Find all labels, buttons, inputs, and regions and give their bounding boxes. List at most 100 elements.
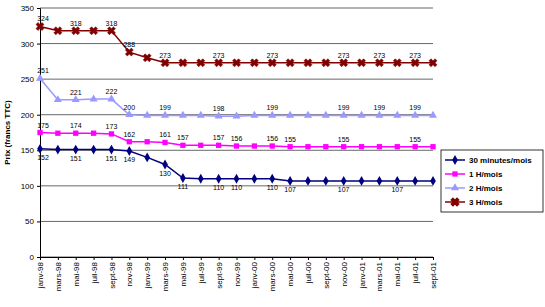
y-tick-label: 250: [21, 75, 35, 84]
x-tick: sept-99: [215, 257, 224, 289]
data-label: 157: [177, 134, 189, 141]
series-marker: [37, 130, 42, 135]
series-marker: [359, 176, 365, 186]
data-label: 107: [338, 186, 350, 193]
grid-line: [40, 8, 433, 9]
series-marker: [234, 174, 240, 184]
data-label: 200: [123, 104, 135, 111]
x-tick-mark: [111, 257, 112, 260]
x-tick-mark: [58, 257, 59, 260]
series-marker: [412, 176, 418, 186]
series-marker: [305, 144, 310, 149]
series-marker: [323, 144, 328, 149]
x-tick-label: janv-99: [143, 261, 152, 289]
series-marker: [73, 131, 78, 136]
y-tick-label: 150: [21, 146, 35, 155]
x-tick: juil-00: [304, 257, 313, 284]
series-marker: [91, 131, 96, 136]
x-tick-label: mars-98: [54, 261, 63, 291]
data-label: 273: [213, 52, 225, 59]
series-marker: [126, 146, 132, 156]
legend-marker: [449, 196, 461, 208]
x-tick-mark: [76, 257, 77, 260]
x-tick-mark: [165, 257, 166, 260]
legend-box: [441, 150, 543, 212]
series-marker: [250, 111, 258, 118]
x-tick-label: sept-00: [322, 261, 331, 288]
series-marker: [162, 140, 167, 145]
series-marker: [145, 139, 150, 144]
data-label: 318: [70, 20, 82, 27]
series-marker: [252, 174, 258, 184]
x-tick-mark: [219, 257, 220, 260]
series-marker: [144, 152, 150, 162]
series-marker: [284, 57, 296, 69]
series-marker: [430, 176, 436, 186]
series-marker: [268, 111, 276, 118]
y-tick: 300: [21, 40, 40, 49]
data-label: 273: [409, 52, 421, 59]
series-marker: [395, 144, 400, 149]
y-tick-mark: [37, 115, 40, 116]
series-marker: [109, 131, 114, 136]
x-tick-mark: [433, 257, 434, 260]
x-tick-mark: [94, 257, 95, 260]
data-label: 173: [106, 123, 118, 130]
x-tick-mark: [290, 257, 291, 260]
x-tick-mark: [129, 257, 130, 260]
data-label: 155: [284, 136, 296, 143]
data-label: 199: [266, 104, 278, 111]
x-tick-mark: [201, 257, 202, 260]
x-tick-label: mars-99: [161, 261, 170, 291]
x-tick: juil-98: [90, 257, 99, 284]
series-marker: [377, 144, 382, 149]
x-tick-label: mars-01: [375, 261, 384, 291]
x-tick-mark: [344, 257, 345, 260]
x-tick: nov-00: [340, 257, 349, 286]
y-tick: 350: [21, 4, 40, 13]
series-marker: [341, 176, 347, 186]
data-label: 273: [374, 52, 386, 59]
x-tick-label: juil-00: [304, 261, 313, 284]
data-label: 110: [231, 184, 242, 191]
y-tick-label: 0: [30, 253, 35, 262]
data-label: 110: [267, 184, 278, 191]
data-label: 273: [159, 52, 171, 59]
x-tick-mark: [272, 257, 273, 260]
data-label: 162: [123, 131, 135, 138]
y-tick-label: 350: [21, 4, 35, 13]
grid-line: [40, 221, 433, 222]
x-tick: nov-98: [125, 257, 134, 286]
y-tick-mark: [37, 44, 40, 45]
series-marker: [216, 143, 221, 148]
y-tick-mark: [37, 257, 40, 258]
series-marker: [216, 174, 222, 184]
data-label: 198: [213, 105, 225, 112]
x-tick: mai-00: [286, 257, 295, 286]
x-tick-label: nov-98: [125, 261, 134, 286]
x-tick-label: nov-00: [340, 261, 349, 286]
series-marker: [393, 111, 401, 118]
series-marker: [198, 143, 203, 148]
x-tick: janv-99: [143, 257, 152, 289]
data-label: 175: [37, 122, 49, 129]
series-marker: [391, 57, 403, 69]
x-tick-mark: [237, 257, 238, 260]
x-tick: mai-99: [179, 257, 188, 286]
y-axis-title: Prix (francs TTC): [3, 100, 12, 165]
series-marker: [177, 57, 189, 69]
grid-line: [40, 79, 433, 80]
data-label: 111: [178, 183, 189, 190]
data-label: 174: [70, 122, 82, 129]
series-marker: [411, 111, 419, 118]
legend-label: 1 H/mois: [469, 170, 503, 179]
y-tick-mark: [37, 186, 40, 187]
chart-container: 050100150200250300350janv-98mars-98mai-9…: [0, 0, 545, 307]
y-tick-label: 50: [25, 217, 34, 226]
x-tick: janv-98: [36, 257, 45, 289]
series-marker: [179, 111, 187, 118]
x-tick-mark: [254, 257, 255, 260]
series-marker: [230, 57, 242, 69]
x-tick: mai-98: [72, 257, 81, 286]
data-label: 107: [284, 186, 296, 193]
